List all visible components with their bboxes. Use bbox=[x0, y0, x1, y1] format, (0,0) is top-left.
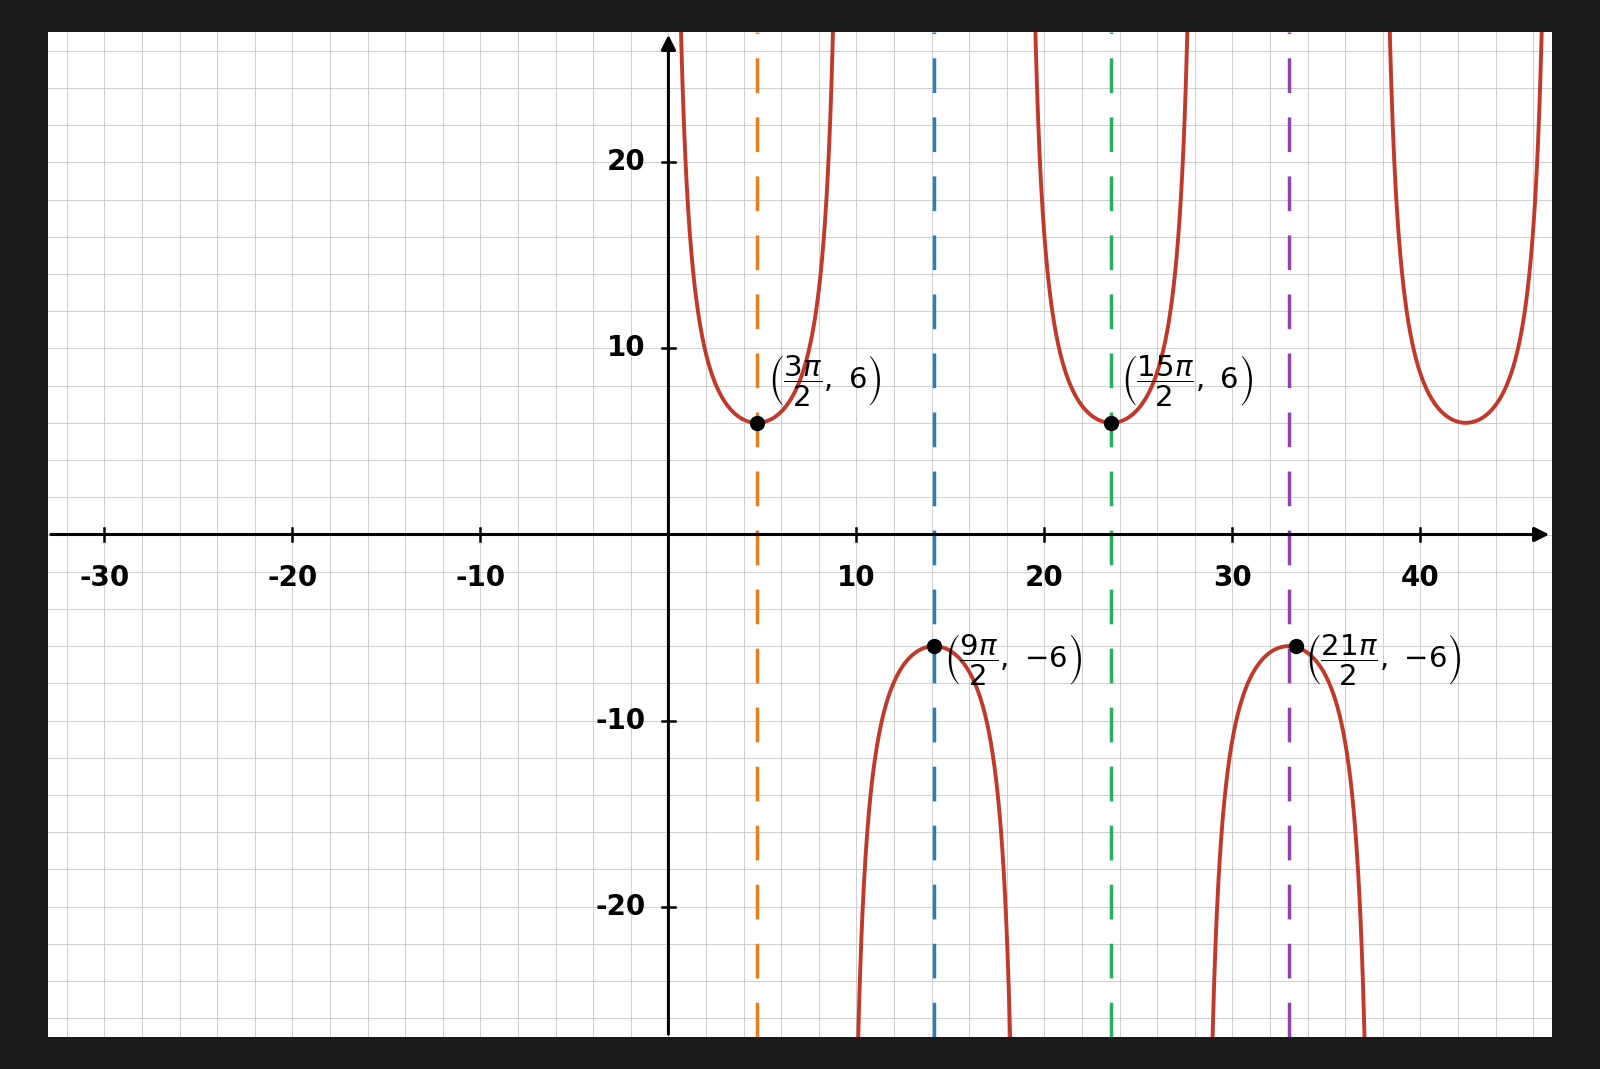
Text: -30: -30 bbox=[80, 564, 130, 592]
Text: 10: 10 bbox=[608, 335, 646, 362]
Text: 30: 30 bbox=[1213, 564, 1251, 592]
Text: -10: -10 bbox=[595, 707, 646, 734]
Text: 20: 20 bbox=[1026, 564, 1064, 592]
Text: $\left(\dfrac{15\pi}{2},\ 6\right)$: $\left(\dfrac{15\pi}{2},\ 6\right)$ bbox=[1120, 354, 1253, 408]
Text: 10: 10 bbox=[837, 564, 875, 592]
Text: $\left(\dfrac{21\pi}{2},\ {-6}\right)$: $\left(\dfrac{21\pi}{2},\ {-6}\right)$ bbox=[1306, 633, 1462, 688]
Text: 40: 40 bbox=[1402, 564, 1440, 592]
Text: $\left(\dfrac{3\pi}{2},\ 6\right)$: $\left(\dfrac{3\pi}{2},\ 6\right)$ bbox=[768, 354, 882, 408]
Text: -20: -20 bbox=[595, 893, 646, 920]
Text: $\left(\dfrac{9\pi}{2},\ {-6}\right)$: $\left(\dfrac{9\pi}{2},\ {-6}\right)$ bbox=[944, 633, 1082, 688]
Text: 20: 20 bbox=[606, 149, 646, 176]
Text: -10: -10 bbox=[456, 564, 506, 592]
Text: -20: -20 bbox=[267, 564, 317, 592]
